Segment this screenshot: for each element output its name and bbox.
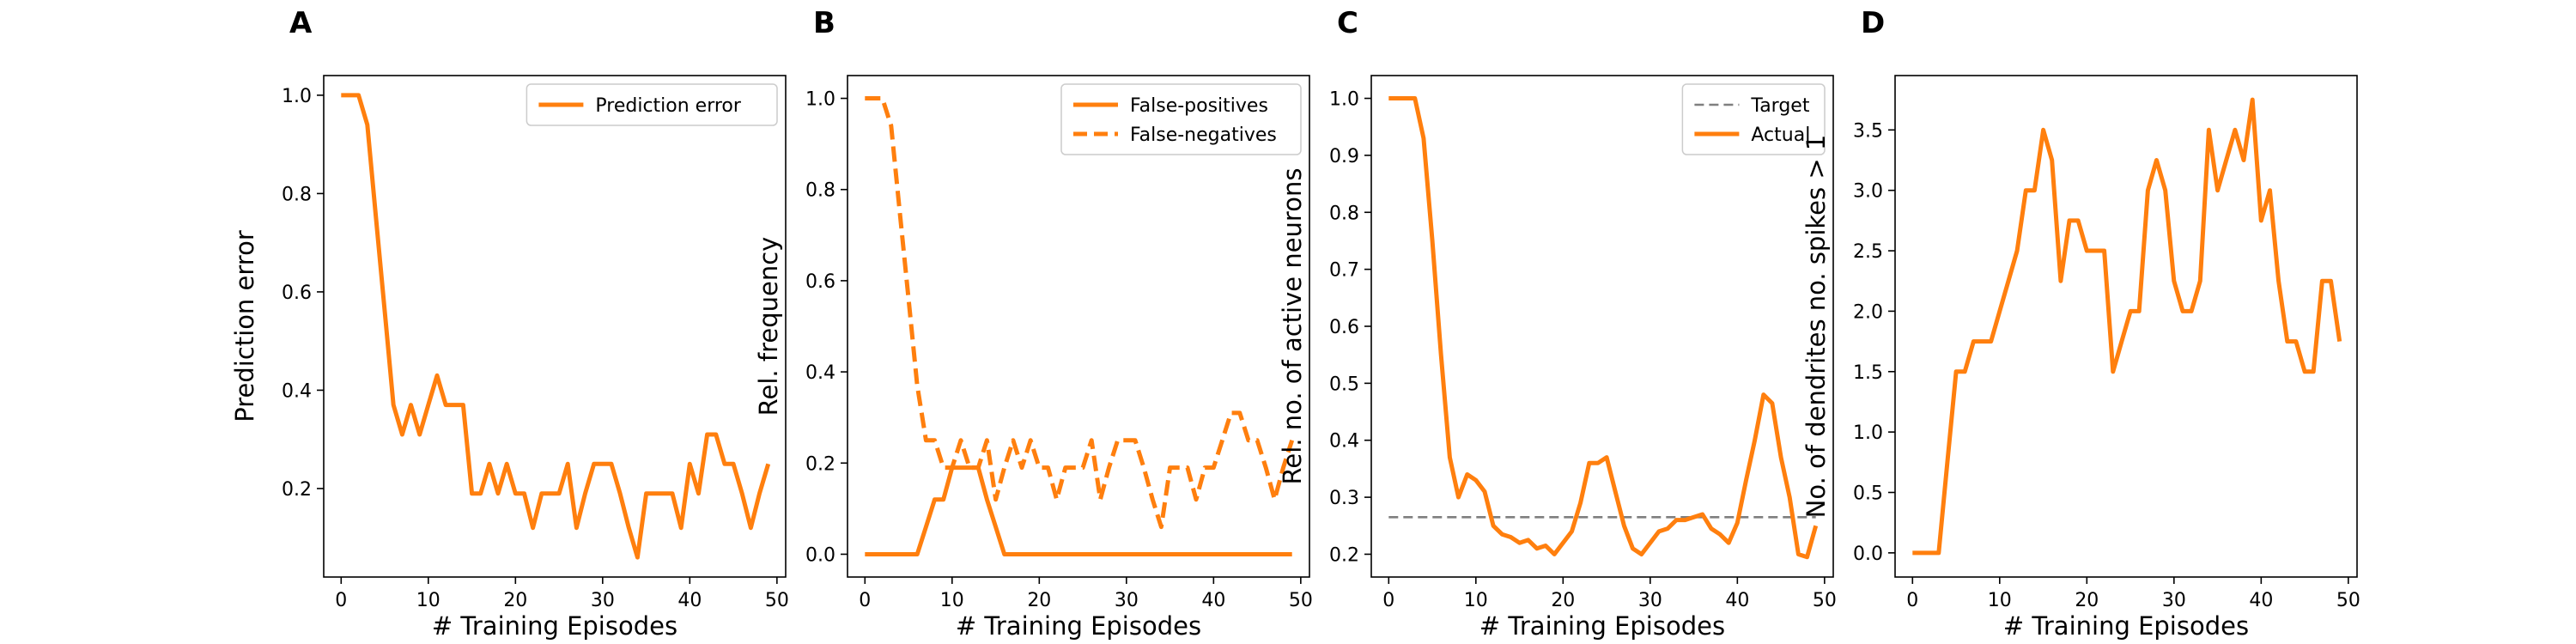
y-tick-label: 0.6 xyxy=(1329,317,1359,338)
series-line-d xyxy=(1912,97,2342,556)
series-line-false-negatives xyxy=(865,96,1295,530)
y-tick-label: 0.5 xyxy=(1329,374,1359,395)
panel-letter: D xyxy=(1861,6,1885,40)
legend-label: Target xyxy=(1750,95,1809,117)
legend-box xyxy=(526,83,778,126)
x-tick-label: 40 xyxy=(1201,590,1225,611)
y-tick-label: 1.0 xyxy=(1329,89,1359,111)
x-tick-label: 30 xyxy=(1115,590,1139,611)
y-tick-label: 0.8 xyxy=(282,184,312,205)
x-tick-label: 10 xyxy=(416,590,440,611)
x-axis-label: # Training Episodes xyxy=(1479,611,1725,641)
x-tick-label: 0 xyxy=(1382,590,1394,611)
series-line-actual xyxy=(1388,96,1819,560)
x-tick-label: 0 xyxy=(1906,590,1918,611)
legend: Prediction error xyxy=(526,83,778,126)
x-tick-label: 30 xyxy=(591,590,615,611)
series-line-prediction-error xyxy=(341,93,771,560)
x-axis-label: # Training Episodes xyxy=(2003,611,2249,641)
x-tick-label: 20 xyxy=(1551,590,1575,611)
legend: False-positives False-negatives xyxy=(1060,83,1302,155)
y-tick-label: 0.6 xyxy=(805,271,835,293)
legend-box xyxy=(1060,83,1302,155)
y-tick-label: 0.7 xyxy=(1329,260,1359,282)
y-tick-label: 0.9 xyxy=(1329,146,1359,167)
legend-box xyxy=(1681,83,1826,155)
y-axis-label: Prediction error xyxy=(230,230,259,422)
x-tick-label: 50 xyxy=(1813,590,1837,611)
x-tick-label: 20 xyxy=(503,590,527,611)
x-tick-label: 50 xyxy=(1289,590,1313,611)
y-tick-label: 3.5 xyxy=(1853,120,1883,142)
legend-label: Prediction error xyxy=(595,95,741,117)
y-tick-label: 0.8 xyxy=(805,180,835,202)
y-tick-label: 2.0 xyxy=(1853,301,1883,323)
x-tick-label: 0 xyxy=(335,590,347,611)
legend: Target Actual xyxy=(1681,83,1826,155)
y-tick-label: 0.0 xyxy=(805,544,835,566)
panel-d: D 0 10 20 30 40 50 0.0 0.5 1.0 1.5 2.0 2.5 3.0 3.5 # Tr… xyxy=(1801,6,2360,641)
x-tick-label: 40 xyxy=(677,590,702,611)
legend-label: Actual xyxy=(1751,125,1810,146)
x-tick-label: 40 xyxy=(2249,590,2273,611)
y-tick-label: 0.4 xyxy=(1329,431,1359,453)
y-tick-label: 1.0 xyxy=(805,89,835,111)
panel-b: B 0 10 20 30 40 50 0.0 0.2 0.4 0.6 0.8 1.0 # Training… xyxy=(754,6,1313,641)
y-tick-label: 0.6 xyxy=(282,283,312,304)
x-axis-label: # Training Episodes xyxy=(432,611,677,641)
x-tick-label: 30 xyxy=(2162,590,2186,611)
x-tick-label: 10 xyxy=(940,590,964,611)
plot-frame xyxy=(323,75,787,578)
y-axis-label: Rel. frequency xyxy=(754,237,783,416)
panel-letter: B xyxy=(813,6,835,40)
x-tick-label: 20 xyxy=(2075,590,2099,611)
x-tick-label: 10 xyxy=(1464,590,1488,611)
panel-letter: C xyxy=(1337,6,1358,40)
panel-letter: A xyxy=(289,6,313,40)
panel-c: C 0 10 20 30 40 50 0.2 0.3 0.4 0.5 0.6 0.7 0.8 0.9 1.0 #… xyxy=(1278,6,1837,641)
x-tick-label: 20 xyxy=(1027,590,1051,611)
series-line-false-positives xyxy=(865,465,1292,556)
legend-label: False-positives xyxy=(1130,95,1268,117)
y-tick-label: 0.4 xyxy=(805,362,835,384)
y-tick-label: 0.2 xyxy=(1329,544,1359,566)
y-tick-label: 2.5 xyxy=(1853,241,1883,263)
y-tick-label: 1.5 xyxy=(1853,362,1883,384)
y-tick-label: 0.8 xyxy=(1329,203,1359,224)
y-tick-label: 0.2 xyxy=(805,453,835,475)
panel-a: A 0 10 20 30 40 50 0.2 0.4 0.6 0.8 1.0 # Training Ep… xyxy=(230,6,789,641)
y-tick-label: 1.0 xyxy=(282,86,312,107)
x-axis-label: # Training Episodes xyxy=(956,611,1201,641)
y-tick-label: 0.5 xyxy=(1853,483,1883,504)
y-tick-label: 3.0 xyxy=(1853,181,1883,203)
x-tick-label: 50 xyxy=(765,590,789,611)
x-tick-label: 30 xyxy=(1638,590,1662,611)
y-axis-label: No. of dendrites no. spikes > 1 xyxy=(1801,135,1831,519)
x-tick-label: 50 xyxy=(2336,590,2360,611)
y-tick-label: 1.0 xyxy=(1853,422,1883,444)
y-tick-label: 0.2 xyxy=(282,479,312,501)
x-tick-label: 10 xyxy=(1988,590,2012,611)
x-tick-label: 40 xyxy=(1725,590,1749,611)
y-axis-label: Rel. no. of active neurons xyxy=(1278,168,1307,485)
y-tick-label: 0.3 xyxy=(1329,488,1359,509)
plot-frame xyxy=(847,75,1310,578)
y-tick-label: 0.4 xyxy=(282,380,312,402)
x-tick-label: 0 xyxy=(859,590,871,611)
legend-label: False-negatives xyxy=(1130,125,1277,146)
plot-frame xyxy=(1894,75,2358,578)
y-tick-label: 0.0 xyxy=(1853,544,1883,565)
